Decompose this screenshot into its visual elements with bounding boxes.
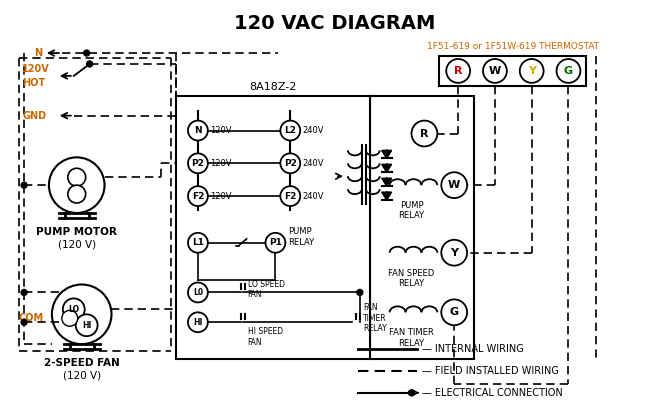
Text: COM: COM <box>19 313 44 323</box>
Text: G: G <box>450 307 459 317</box>
Text: LO: LO <box>68 305 79 314</box>
Text: 1F51-619 or 1F51W-619 THERMOSTAT: 1F51-619 or 1F51W-619 THERMOSTAT <box>427 42 599 51</box>
Text: — ELECTRICAL CONNECTION: — ELECTRICAL CONNECTION <box>422 388 563 398</box>
Circle shape <box>68 185 86 203</box>
Text: G: G <box>564 66 573 76</box>
Circle shape <box>188 186 208 206</box>
Polygon shape <box>382 164 392 172</box>
Text: L1: L1 <box>192 238 204 247</box>
Text: 120V: 120V <box>210 191 231 201</box>
Circle shape <box>265 233 285 253</box>
Text: L0: L0 <box>193 288 203 297</box>
Text: 120 VAC DIAGRAM: 120 VAC DIAGRAM <box>234 14 436 33</box>
Text: Y: Y <box>528 66 536 76</box>
Circle shape <box>84 50 90 56</box>
Circle shape <box>442 300 467 325</box>
Circle shape <box>21 182 27 188</box>
Text: HI: HI <box>193 318 202 327</box>
Circle shape <box>280 121 300 140</box>
Circle shape <box>188 282 208 303</box>
Text: N: N <box>34 48 42 58</box>
Text: 120V: 120V <box>22 64 50 74</box>
Circle shape <box>62 310 78 326</box>
Circle shape <box>357 290 363 295</box>
Circle shape <box>188 233 208 253</box>
Circle shape <box>280 153 300 173</box>
Polygon shape <box>382 178 392 186</box>
Circle shape <box>411 121 438 146</box>
Text: F2: F2 <box>192 191 204 201</box>
Circle shape <box>188 153 208 173</box>
Text: 2-SPEED FAN: 2-SPEED FAN <box>44 358 119 368</box>
Circle shape <box>21 290 27 295</box>
Text: PUMP
RELAY: PUMP RELAY <box>288 227 314 246</box>
Text: N: N <box>194 126 202 135</box>
Circle shape <box>557 59 580 83</box>
Text: P2: P2 <box>284 159 297 168</box>
Text: HI: HI <box>82 321 91 330</box>
Text: R: R <box>454 66 462 76</box>
Circle shape <box>76 314 98 336</box>
Text: P2: P2 <box>192 159 204 168</box>
Text: 240V: 240V <box>302 126 324 135</box>
Polygon shape <box>382 192 392 200</box>
Bar <box>176 96 370 359</box>
Text: W: W <box>448 180 460 190</box>
Text: FAN
TIMER
RELAY: FAN TIMER RELAY <box>363 303 387 333</box>
Circle shape <box>68 168 86 186</box>
Text: R: R <box>420 129 429 139</box>
Circle shape <box>409 390 415 396</box>
Circle shape <box>63 298 84 320</box>
Polygon shape <box>382 150 392 158</box>
Circle shape <box>483 59 507 83</box>
Text: PUMP
RELAY: PUMP RELAY <box>399 201 425 220</box>
Text: (120 V): (120 V) <box>62 371 100 381</box>
Text: 8A18Z-2: 8A18Z-2 <box>249 82 297 92</box>
Text: — INTERNAL WIRING: — INTERNAL WIRING <box>422 344 524 354</box>
Text: PUMP MOTOR: PUMP MOTOR <box>36 227 117 237</box>
Circle shape <box>188 312 208 332</box>
Text: L2: L2 <box>284 126 296 135</box>
Text: LO SPEED
FAN: LO SPEED FAN <box>248 280 285 299</box>
Text: GND: GND <box>22 111 46 121</box>
Text: — FIELD INSTALLED WIRING: — FIELD INSTALLED WIRING <box>422 366 559 376</box>
Text: 240V: 240V <box>302 159 324 168</box>
Bar <box>370 96 474 359</box>
Circle shape <box>446 59 470 83</box>
Text: (120 V): (120 V) <box>58 240 96 250</box>
Text: 120V: 120V <box>210 159 231 168</box>
Circle shape <box>442 172 467 198</box>
Circle shape <box>520 59 543 83</box>
Text: HI SPEED
FAN: HI SPEED FAN <box>248 327 283 347</box>
Circle shape <box>280 186 300 206</box>
Circle shape <box>188 121 208 140</box>
Circle shape <box>442 240 467 266</box>
Text: Y: Y <box>450 248 458 258</box>
Circle shape <box>21 319 27 325</box>
Bar <box>440 56 586 86</box>
Text: F2: F2 <box>284 191 297 201</box>
Text: P1: P1 <box>269 238 282 247</box>
Text: 120V: 120V <box>210 126 231 135</box>
Text: 240V: 240V <box>302 191 324 201</box>
Text: FAN SPEED
RELAY: FAN SPEED RELAY <box>389 269 435 288</box>
Text: W: W <box>489 66 501 76</box>
Text: HOT: HOT <box>22 78 45 88</box>
Circle shape <box>86 61 92 67</box>
Text: FAN TIMER
RELAY: FAN TIMER RELAY <box>389 328 434 348</box>
